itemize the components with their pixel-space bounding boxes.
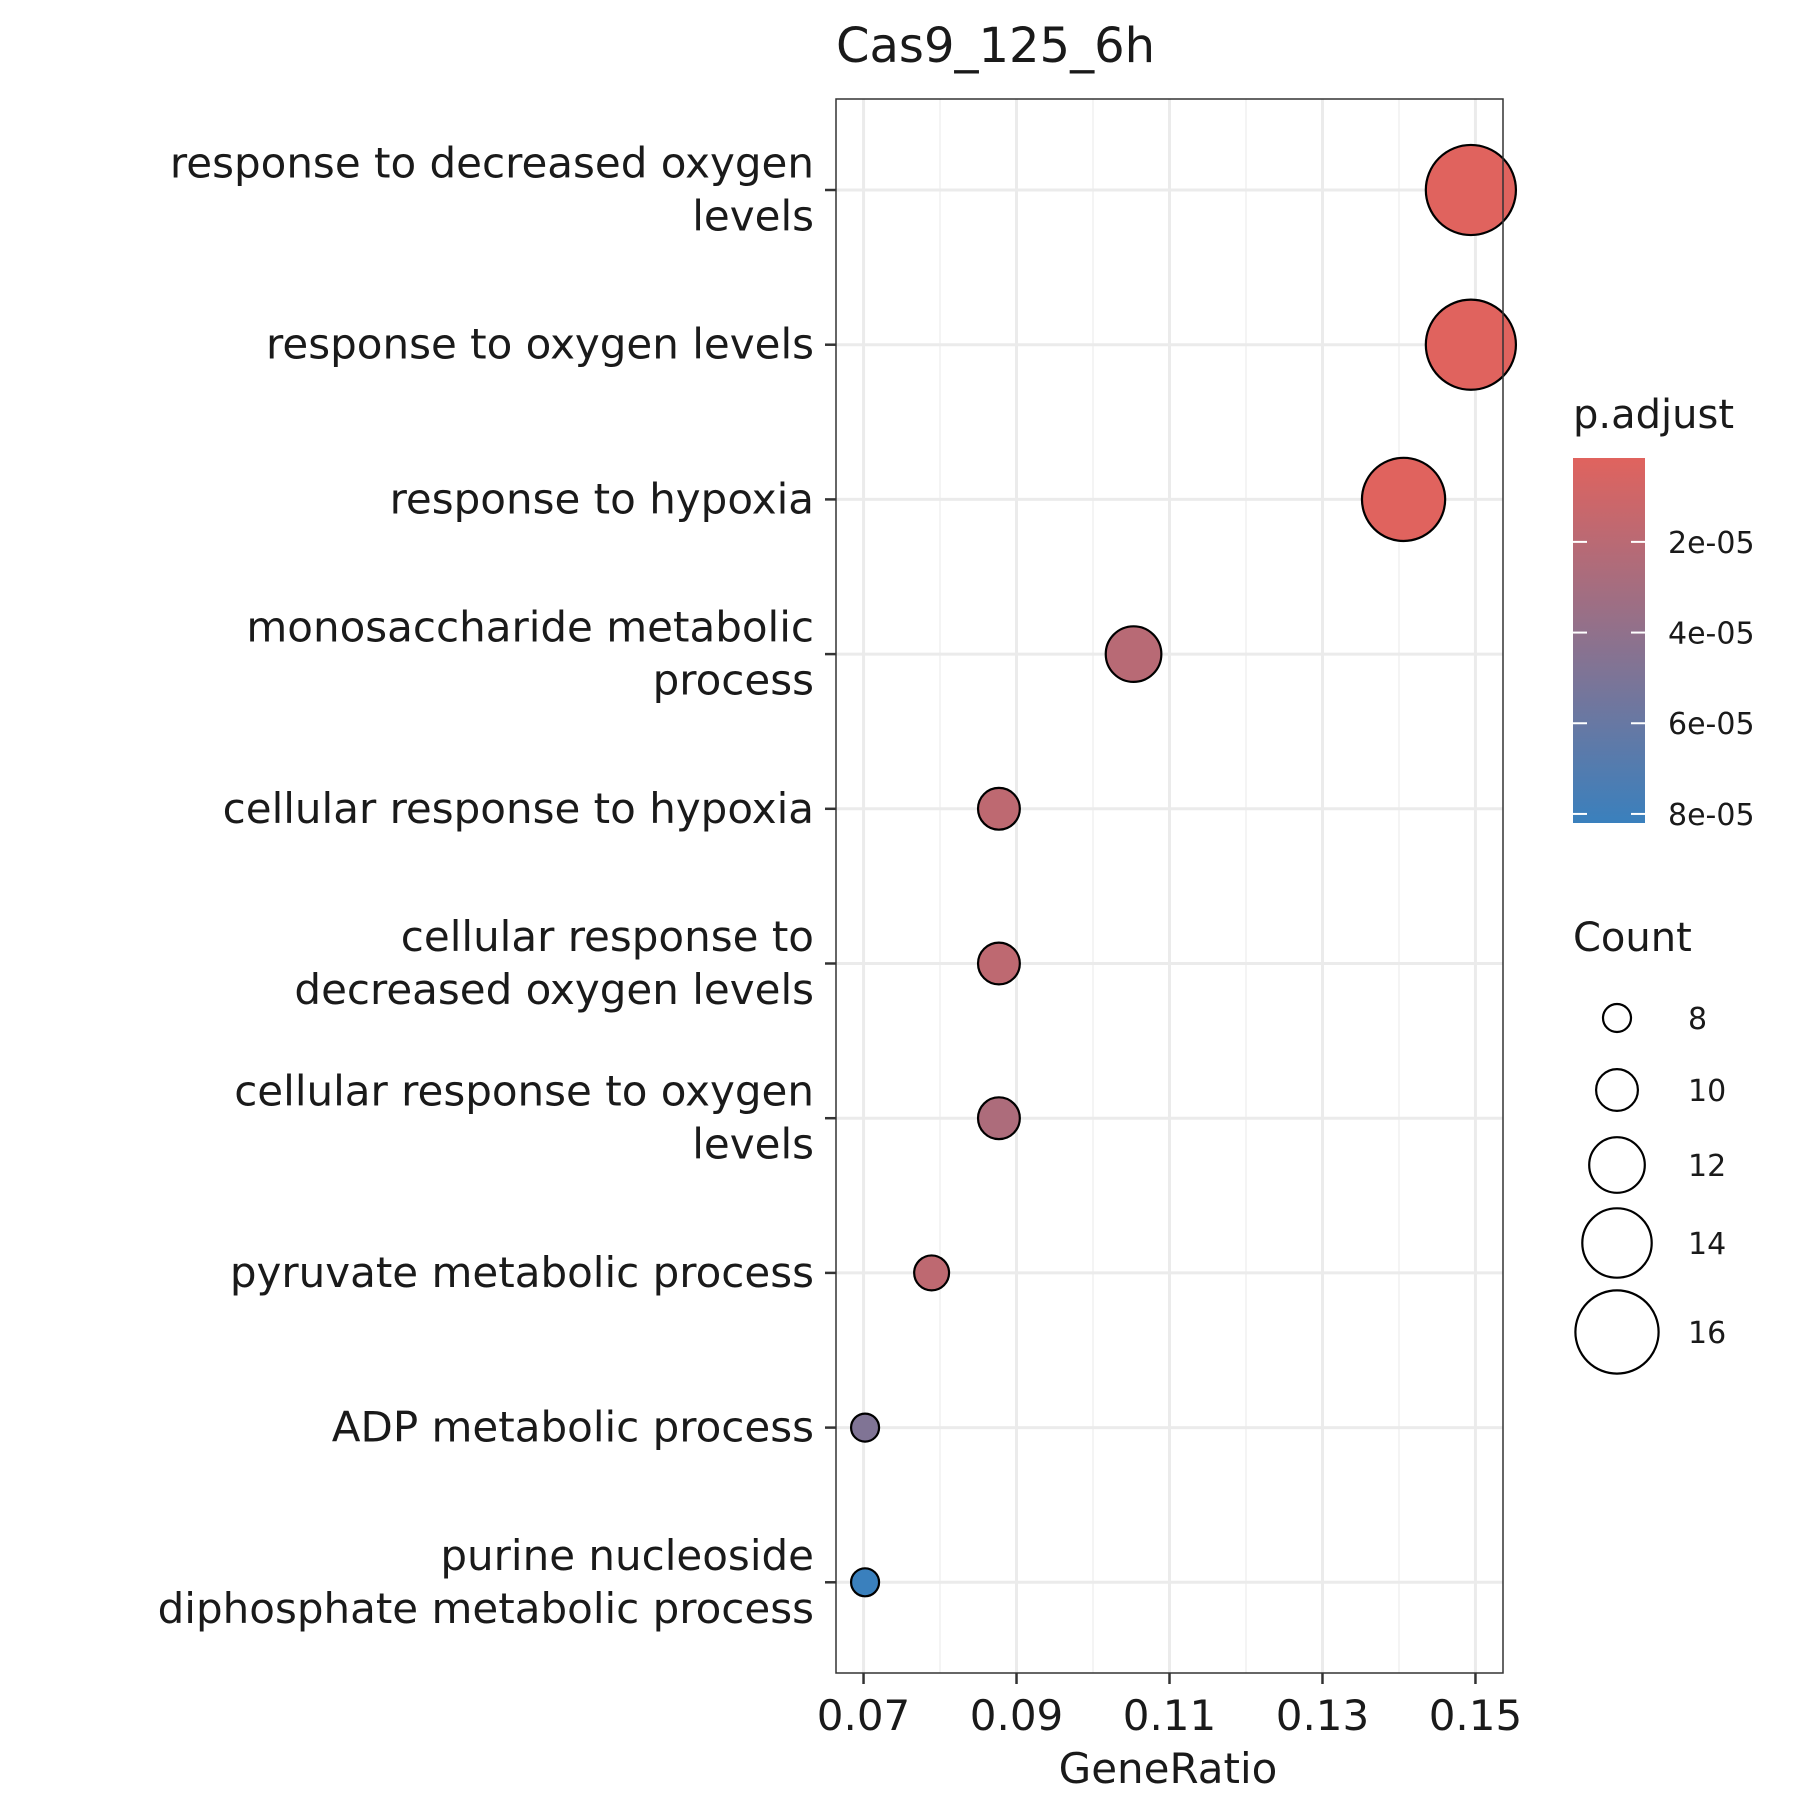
size-legend-title: Count [1573, 915, 1692, 961]
data-point [1424, 143, 1518, 237]
data-point [976, 941, 1021, 986]
data-point [1360, 456, 1447, 543]
y-tick-label: process [653, 656, 814, 705]
data-point [976, 1096, 1021, 1141]
y-tick-label: pyruvate metabolic process [230, 1248, 814, 1297]
size-legend-key [1588, 1136, 1646, 1194]
color-legend: p.adjust 2e-05 4e-05 6e-05 8e-05 [1573, 392, 1755, 833]
color-bar [1573, 458, 1645, 823]
color-legend-label: 2e-05 [1668, 526, 1755, 561]
plot-panel [835, 98, 1518, 1674]
x-axis-title: GeneRatio [1059, 1744, 1278, 1793]
x-tick-label: 0.07 [817, 1691, 911, 1740]
y-tick-label: cellular response to [401, 912, 814, 961]
y-tick-label: levels [692, 192, 814, 241]
y-tick-label: decreased oxygen levels [294, 965, 814, 1014]
y-tick-label: ADP metabolic process [332, 1403, 814, 1452]
y-tick-label: cellular response to oxygen [234, 1067, 814, 1116]
x-axis: 0.07 0.09 0.11 0.13 0.15 [817, 1673, 1522, 1740]
size-legend-label: 16 [1688, 1316, 1726, 1351]
y-tick-label: diphosphate metabolic process [158, 1584, 814, 1633]
size-legend-label: 10 [1688, 1074, 1726, 1109]
color-legend-title: p.adjust [1573, 392, 1734, 438]
size-legend: Count 8 10 12 14 16 [1573, 915, 1726, 1375]
y-tick-label: levels [692, 1120, 814, 1169]
y-tick-label: response to oxygen levels [266, 320, 814, 369]
data-point [913, 1254, 951, 1292]
x-tick-label: 0.13 [1276, 1691, 1370, 1740]
data-point [849, 1567, 881, 1598]
color-legend-label: 4e-05 [1668, 617, 1755, 652]
size-legend-label: 8 [1688, 1002, 1707, 1037]
size-legend-key [1594, 1067, 1639, 1112]
size-legend-key [1581, 1207, 1653, 1279]
y-tick-label: response to decreased oxygen [170, 139, 814, 188]
size-legend-key [1574, 1289, 1660, 1375]
y-tick-label: response to hypoxia [390, 474, 814, 523]
size-legend-key [1601, 1002, 1633, 1034]
color-legend-label: 6e-05 [1668, 707, 1755, 742]
x-tick-label: 0.11 [1123, 1691, 1217, 1740]
data-point [1104, 625, 1163, 683]
x-tick-label: 0.09 [970, 1691, 1064, 1740]
x-tick-label: 0.15 [1429, 1691, 1523, 1740]
y-tick-label: cellular response to hypoxia [223, 784, 814, 833]
data-point [976, 786, 1021, 831]
size-legend-label: 14 [1688, 1227, 1726, 1262]
data-point [849, 1412, 881, 1443]
y-tick-label: monosaccharide metabolic [246, 603, 814, 652]
y-tick-label: purine nucleoside [440, 1531, 814, 1580]
y-axis: response to decreased oxygenlevelsrespon… [158, 139, 836, 1633]
chart-title: Cas9_125_6h [836, 18, 1155, 74]
size-legend-label: 12 [1688, 1149, 1726, 1184]
data-point [1424, 298, 1518, 391]
color-legend-label: 8e-05 [1668, 798, 1755, 833]
